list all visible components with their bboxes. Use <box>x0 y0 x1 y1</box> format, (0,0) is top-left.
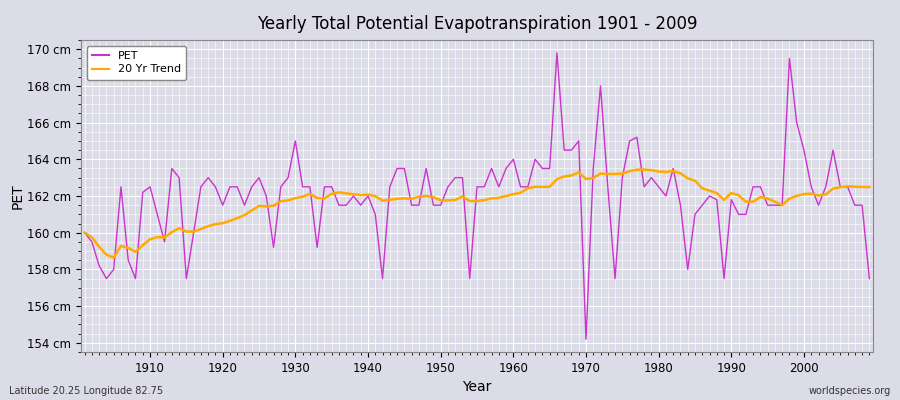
Text: Latitude 20.25 Longitude 82.75: Latitude 20.25 Longitude 82.75 <box>9 386 163 396</box>
Text: worldspecies.org: worldspecies.org <box>809 386 891 396</box>
Legend: PET, 20 Yr Trend: PET, 20 Yr Trend <box>86 46 186 80</box>
Title: Yearly Total Potential Evapotranspiration 1901 - 2009: Yearly Total Potential Evapotranspiratio… <box>256 15 698 33</box>
Y-axis label: PET: PET <box>11 183 24 209</box>
X-axis label: Year: Year <box>463 380 491 394</box>
